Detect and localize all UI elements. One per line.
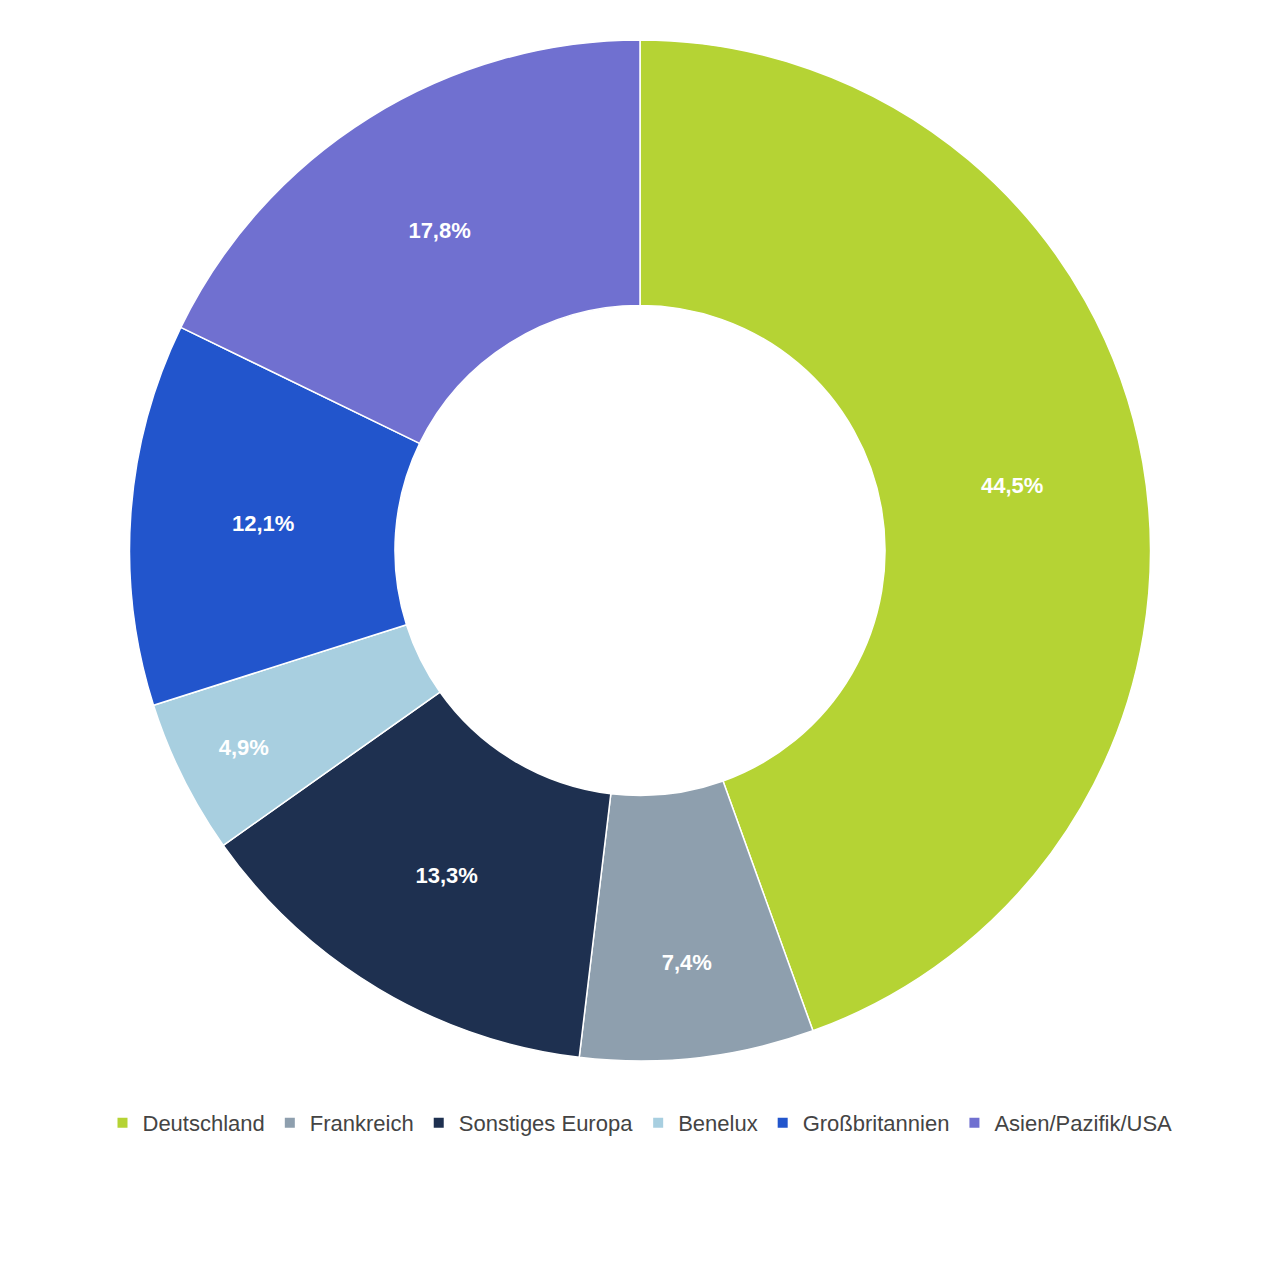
svg-text:Asien/Pazifik/USA: Asien/Pazifik/USA xyxy=(994,1111,1172,1136)
svg-text:Großbritannien: Großbritannien xyxy=(803,1111,950,1136)
svg-text:Deutschland: Deutschland xyxy=(143,1111,265,1136)
svg-text:17,8%: 17,8% xyxy=(408,218,470,243)
svg-text:44,5%: 44,5% xyxy=(981,473,1043,498)
svg-text:Benelux: Benelux xyxy=(678,1111,758,1136)
svg-text:13,3%: 13,3% xyxy=(415,863,477,888)
svg-text:7,4%: 7,4% xyxy=(662,950,712,975)
svg-text:Frankreich: Frankreich xyxy=(310,1111,414,1136)
svg-text:Sonstiges Europa: Sonstiges Europa xyxy=(459,1111,633,1136)
svg-text:4,9%: 4,9% xyxy=(219,735,269,760)
svg-text:12,1%: 12,1% xyxy=(232,511,294,536)
